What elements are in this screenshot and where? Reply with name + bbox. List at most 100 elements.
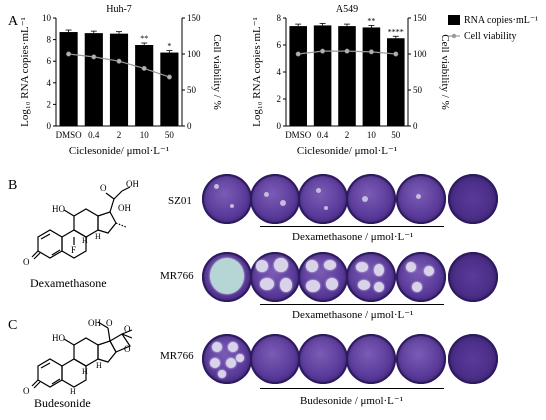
chart-title: A549 [336, 4, 358, 15]
row-label-mr766-b: MR766 [160, 270, 194, 282]
x-tick-label: DMSO [285, 130, 312, 140]
plate-b2-2 [250, 252, 300, 302]
legend-bar-swatch [448, 15, 460, 25]
plate-c-6 [448, 334, 498, 384]
y2-tick-label: 50 [187, 85, 197, 95]
y2-tick-label: 150 [413, 13, 427, 23]
x-tick-label: 0.4 [88, 130, 100, 140]
viability-point [166, 74, 172, 80]
legend-line-label: Cell viability [464, 30, 517, 42]
plate-b1-4 [346, 174, 396, 224]
plate-b2-6 [448, 252, 498, 302]
bracket-c [260, 388, 444, 389]
plate-c-4 [346, 334, 396, 384]
plate-b2-4 [346, 252, 396, 302]
y-tick-label: 0 [277, 121, 282, 131]
bar [362, 27, 381, 127]
struct-b-o1: O [23, 257, 30, 267]
bar [313, 25, 332, 126]
struct-c-h1: H [82, 367, 88, 376]
plate-b2-3 [298, 252, 348, 302]
bracket-b2 [260, 304, 444, 305]
struct-b-ho: HO [52, 204, 65, 214]
struct-c-o4: O [124, 344, 131, 354]
plate-b1-5 [396, 174, 446, 224]
dexamethasone-structure: O HO F H H O OH OH [23, 179, 138, 267]
struct-b-f: F [71, 245, 76, 255]
significance-mark: ** [367, 16, 375, 25]
plate-c-2 [250, 334, 300, 384]
y2-axis-title: Cell viability / % [211, 34, 223, 109]
viability-point [116, 58, 122, 64]
x-tick-label: DMSO [56, 130, 83, 140]
struct-c-oh: OH [88, 318, 101, 328]
bar [338, 26, 356, 127]
legend-line-swatch [448, 33, 460, 39]
struct-c-o3: O [124, 324, 131, 334]
x-tick-label: 10 [367, 130, 377, 140]
y-tick-label: 10 [42, 13, 52, 23]
plate-c-5 [396, 334, 446, 384]
struct-c-ho: HO [52, 333, 65, 343]
y-tick-label: 4 [47, 78, 52, 88]
y-tick-label: 0 [47, 121, 52, 131]
y-tick-label: 8 [47, 35, 52, 45]
x-axis-title: Ciclesonide/ μmol·L⁻¹ [69, 145, 169, 157]
struct-b-h1: H [82, 236, 88, 245]
caption-b2: Dexamethasone / μmol·L⁻¹ [292, 309, 414, 321]
bar [289, 26, 307, 127]
panel-letter-a: A [8, 14, 19, 29]
x-tick-label: 2 [345, 130, 350, 140]
y2-tick-label: 50 [413, 85, 423, 95]
bar [160, 52, 179, 127]
viability-point [393, 51, 399, 57]
plate-b2-5 [396, 252, 446, 302]
budesonide-label: Budesonide [34, 396, 91, 410]
row-label-sz01: SZ01 [168, 195, 192, 207]
viability-point [66, 51, 72, 57]
y2-tick-label: 100 [413, 49, 427, 59]
struct-c-h3: H [96, 361, 102, 370]
dexamethasone-label: Dexamethasone [30, 276, 107, 290]
significance-mark: **** [388, 27, 404, 36]
plate-c-3 [298, 334, 348, 384]
legend-bar-label: RNA copies·mL⁻¹ [464, 14, 539, 26]
plate-b1-3 [298, 174, 348, 224]
row-label-mr766-c: MR766 [160, 350, 194, 362]
struct-b-h2: H [95, 232, 101, 241]
viability-point [141, 65, 147, 71]
x-axis-title: Ciclesonide/ μmol·L⁻¹ [297, 145, 397, 157]
viability-point [295, 51, 301, 57]
struct-b-oh2: OH [126, 179, 138, 189]
bar [84, 33, 103, 127]
y2-tick-label: 100 [187, 49, 201, 59]
plate-b2-1 [202, 252, 252, 302]
bar [135, 45, 154, 126]
bar [387, 38, 405, 126]
y-axis-title: Log₁₀ RNA copies·mL⁻¹ [251, 17, 263, 127]
x-tick-label: 2 [117, 130, 122, 140]
y-axis-title: Log₁₀ RNA copies·mL⁻¹ [19, 17, 31, 127]
x-tick-label: 50 [391, 130, 401, 140]
x-tick-label: 0.4 [317, 130, 329, 140]
y2-axis-title: Cell viability / % [439, 34, 450, 109]
significance-mark: ** [140, 34, 148, 43]
struct-c-h2: H [70, 387, 76, 396]
y-tick-label: 6 [277, 40, 282, 50]
viability-point [320, 48, 326, 54]
y-tick-label: 8 [277, 13, 282, 23]
caption-b1: Dexamethasone / μmol·L⁻¹ [292, 231, 414, 243]
caption-c: Budesonide / μmol·L⁻¹ [300, 395, 403, 407]
panel-letter-b: B [8, 178, 18, 193]
plate-b1-6 [448, 174, 498, 224]
bar [109, 33, 129, 126]
y2-tick-label: 0 [413, 121, 418, 131]
y-tick-label: 2 [47, 99, 52, 109]
y2-tick-label: 150 [187, 13, 201, 23]
y-tick-label: 6 [47, 56, 52, 66]
y2-tick-label: 0 [187, 121, 192, 131]
viability-point [91, 54, 97, 60]
y-tick-label: 2 [277, 94, 282, 104]
